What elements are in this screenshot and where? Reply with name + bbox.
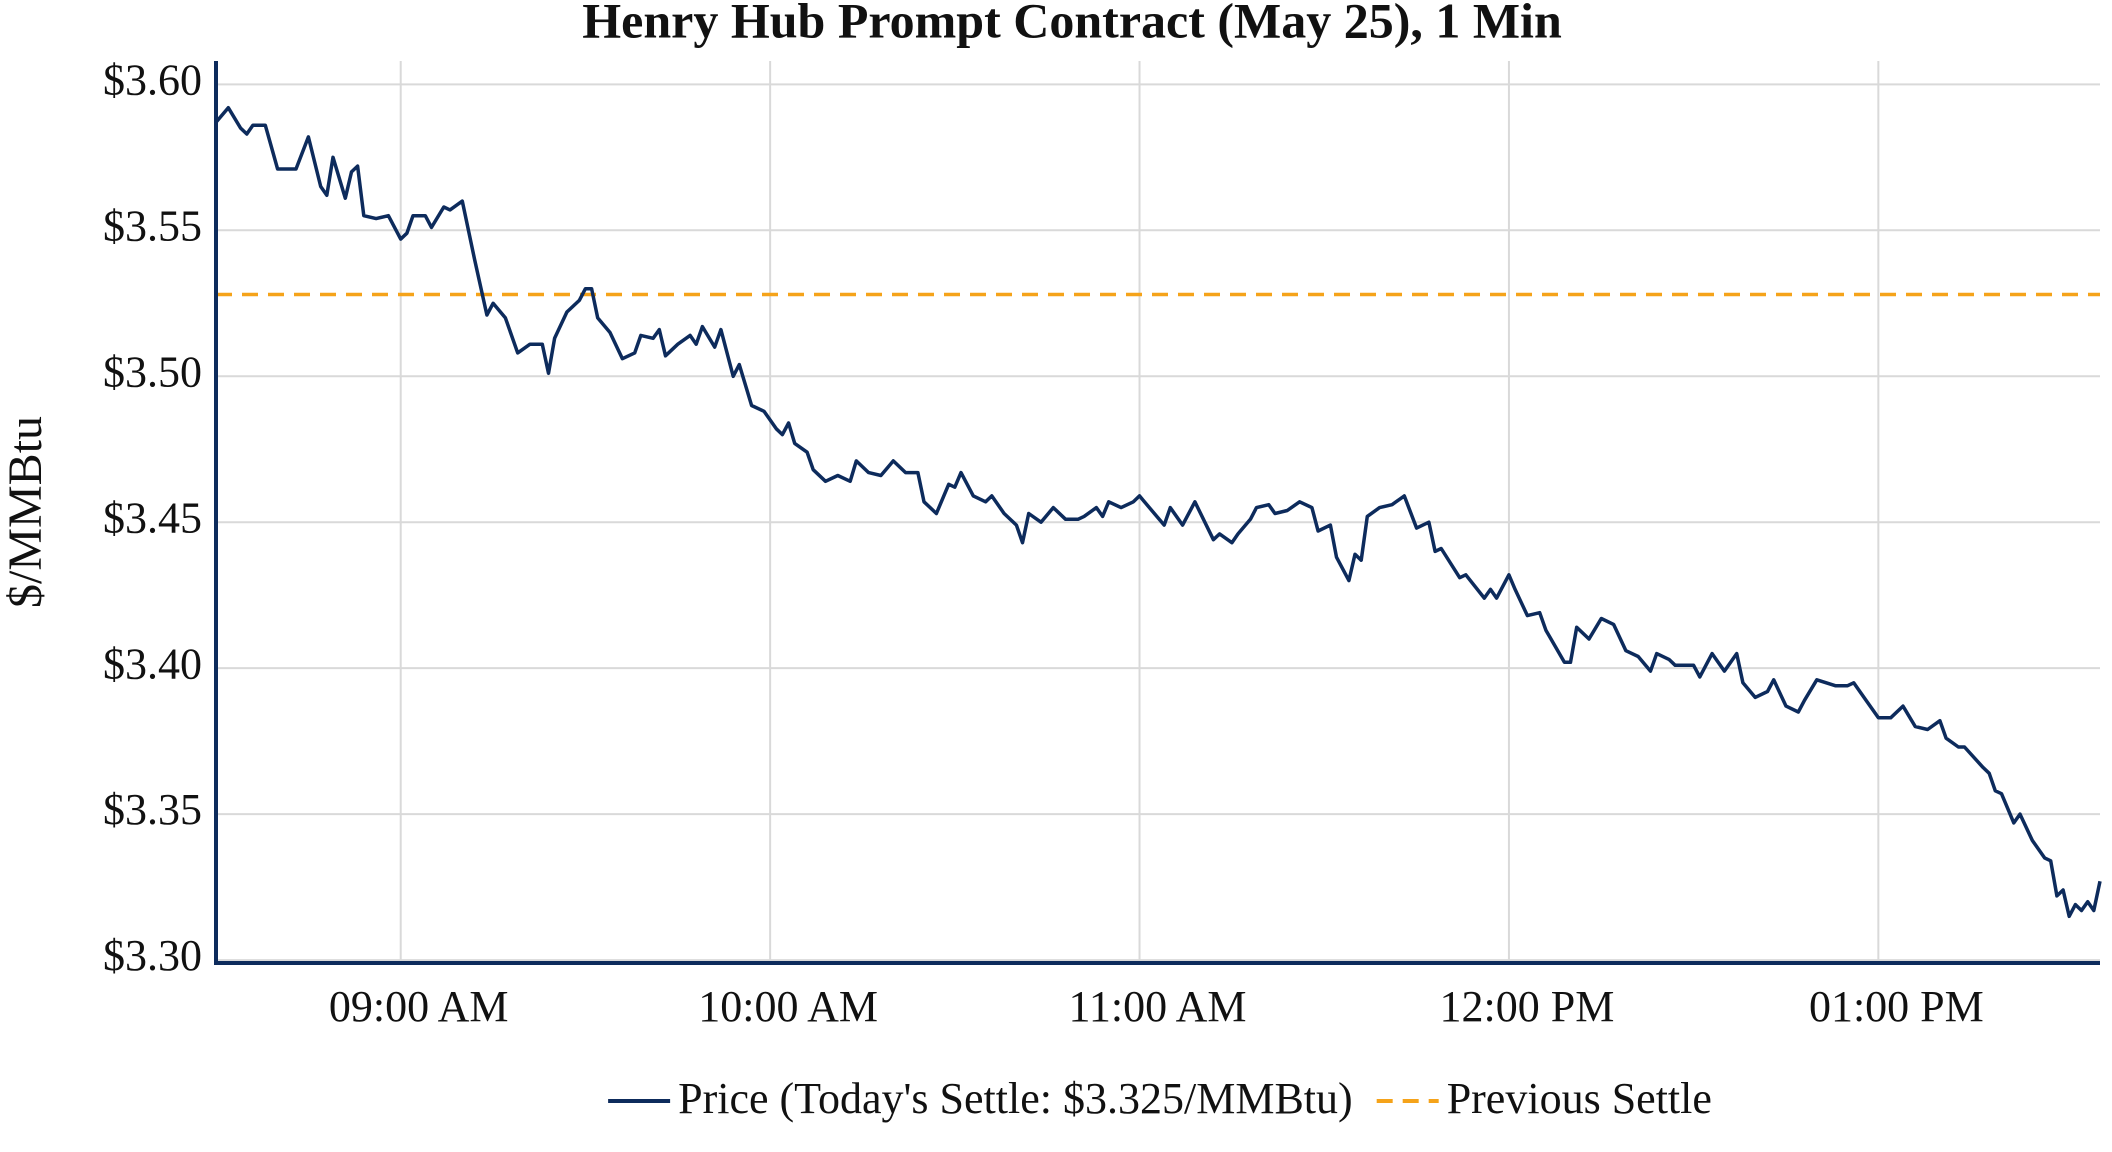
x-tick-label: 12:00 PM [1440,982,1615,1031]
y-axis-label: $/MMBtu [0,416,52,608]
x-tick-label: 10:00 AM [698,982,878,1031]
chart-title: Henry Hub Prompt Contract (May 25), 1 Mi… [582,0,1562,48]
price-line [214,105,2102,919]
y-tick-label: $3.30 [103,931,202,980]
legend-label: Previous Settle [1447,1074,1712,1123]
y-tick-label: $3.45 [103,493,202,542]
y-tick-label: $3.35 [103,785,202,834]
y-tick-label: $3.50 [103,347,202,396]
y-tick-label: $3.55 [103,201,202,250]
x-tick-label: 11:00 AM [1068,982,1246,1031]
legend-label: Price (Today's Settle: $3.325/MMBtu) [678,1074,1353,1123]
y-tick-label: $3.40 [103,639,202,688]
x-tick-label: 09:00 AM [329,982,509,1031]
y-tick-label: $3.60 [103,55,202,104]
x-tick-label: 01:00 PM [1809,982,1984,1031]
